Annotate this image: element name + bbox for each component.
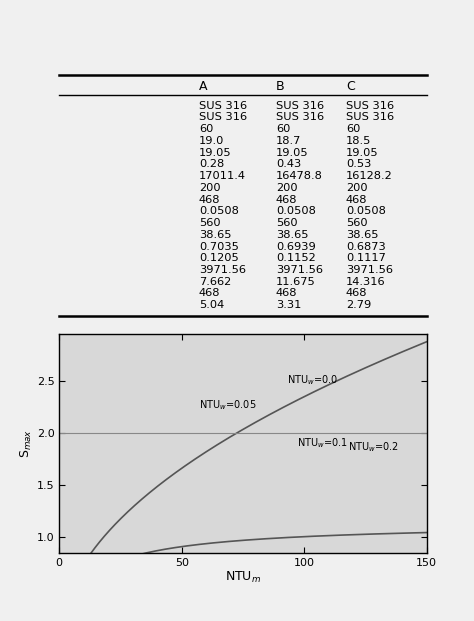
Text: 17011.4: 17011.4 [199,171,246,181]
Text: 3971.56: 3971.56 [276,265,323,275]
Text: 468: 468 [276,194,298,204]
Text: 560: 560 [199,218,220,228]
Text: 468: 468 [199,194,220,204]
Text: 2.79: 2.79 [346,300,371,310]
Text: 11.675: 11.675 [276,277,316,287]
Text: C: C [346,79,355,93]
Text: NTU$_w$=0.0: NTU$_w$=0.0 [287,374,338,388]
Text: 200: 200 [276,183,298,193]
Text: SUS 316: SUS 316 [346,112,394,122]
Text: 3.31: 3.31 [276,300,301,310]
Text: 0.1152: 0.1152 [276,253,316,263]
Text: 19.05: 19.05 [199,148,231,158]
Text: 3971.56: 3971.56 [199,265,246,275]
Y-axis label: S$_{max}$: S$_{max}$ [19,429,34,458]
Text: 0.28: 0.28 [199,160,224,170]
Text: 0.7035: 0.7035 [199,242,239,252]
Text: 16478.8: 16478.8 [276,171,323,181]
Text: SUS 316: SUS 316 [199,112,247,122]
Text: 0.0508: 0.0508 [276,206,316,216]
Text: 19.0: 19.0 [199,136,224,146]
Text: 0.0508: 0.0508 [346,206,386,216]
Text: 38.65: 38.65 [199,230,231,240]
Text: 16128.2: 16128.2 [346,171,392,181]
Text: 3971.56: 3971.56 [346,265,393,275]
Text: 0.53: 0.53 [346,160,371,170]
Text: A: A [199,79,207,93]
X-axis label: NTU$_m$: NTU$_m$ [225,570,261,586]
Text: 7.662: 7.662 [199,277,231,287]
Text: B: B [276,79,284,93]
Text: 468: 468 [346,194,367,204]
Text: 468: 468 [276,289,298,299]
Text: NTU$_w$=0.1: NTU$_w$=0.1 [297,436,348,450]
Text: 560: 560 [276,218,298,228]
Text: 19.05: 19.05 [346,148,378,158]
Text: 0.6873: 0.6873 [346,242,385,252]
Text: NTU$_w$=0.05: NTU$_w$=0.05 [199,399,256,412]
Text: SUS 316: SUS 316 [199,101,247,111]
Text: 0.43: 0.43 [276,160,301,170]
Text: SUS 316: SUS 316 [276,112,324,122]
Text: 200: 200 [346,183,367,193]
Text: NTU$_w$=0.2: NTU$_w$=0.2 [348,440,399,454]
Text: 18.7: 18.7 [276,136,301,146]
Text: 0.1117: 0.1117 [346,253,386,263]
Text: 5.04: 5.04 [199,300,224,310]
Text: 18.5: 18.5 [346,136,371,146]
Text: 60: 60 [346,124,360,134]
Text: 560: 560 [346,218,367,228]
Text: 19.05: 19.05 [276,148,309,158]
Text: 200: 200 [199,183,220,193]
Text: 60: 60 [276,124,291,134]
Text: 38.65: 38.65 [276,230,309,240]
Text: SUS 316: SUS 316 [346,101,394,111]
Text: 468: 468 [346,289,367,299]
Text: 0.1205: 0.1205 [199,253,238,263]
Text: 38.65: 38.65 [346,230,378,240]
Text: 468: 468 [199,289,220,299]
Text: 60: 60 [199,124,213,134]
Text: 0.0508: 0.0508 [199,206,239,216]
Text: 0.6939: 0.6939 [276,242,316,252]
Text: SUS 316: SUS 316 [276,101,324,111]
Text: 14.316: 14.316 [346,277,385,287]
